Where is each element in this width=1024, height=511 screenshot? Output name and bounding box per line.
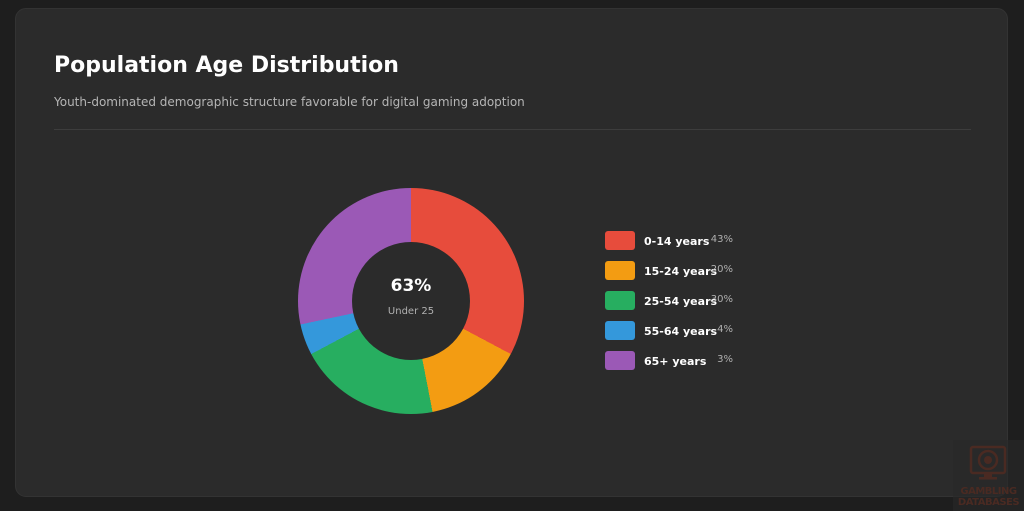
chart-title: Population Age Distribution <box>54 53 399 78</box>
legend-value: 30% <box>710 294 733 305</box>
legend-value: 3% <box>717 354 733 365</box>
legend-swatch <box>605 291 635 310</box>
header-divider <box>54 129 971 130</box>
legend-value: 20% <box>710 264 733 275</box>
legend-item-25-54: 25-54 years 30% <box>605 291 805 321</box>
legend-label: 55-64 years <box>644 325 718 338</box>
legend-swatch <box>605 231 635 250</box>
center-value: 63% <box>390 276 432 296</box>
legend-value: 43% <box>710 234 733 245</box>
chart-subtitle: Youth-dominated demographic structure fa… <box>54 95 525 109</box>
legend-label: 0-14 years <box>644 235 710 248</box>
legend-label: 25-54 years <box>644 295 718 308</box>
watermark-text: GAMBLING DATABASES <box>953 486 1024 508</box>
legend-label: 15-24 years <box>644 265 718 278</box>
monitor-chip-icon <box>969 445 1007 480</box>
legend-item-0-14: 0-14 years 43% <box>605 231 805 261</box>
legend-item-65-plus: 65+ years 3% <box>605 351 805 381</box>
legend-item-55-64: 55-64 years 4% <box>605 321 805 351</box>
legend-label: 65+ years <box>644 355 707 368</box>
legend-swatch <box>605 321 635 340</box>
watermark-line2: DATABASES <box>957 497 1020 508</box>
center-label: Under 25 <box>387 306 435 317</box>
legend-item-15-24: 15-24 years 20% <box>605 261 805 291</box>
legend-swatch <box>605 351 635 370</box>
chart-legend: 0-14 years 43% 15-24 years 20% 25-54 yea… <box>605 231 805 381</box>
donut-center: 63% Under 25 <box>352 242 470 360</box>
legend-value: 4% <box>717 324 733 335</box>
donut-chart: 63% Under 25 <box>298 188 524 414</box>
watermark: GAMBLING DATABASES <box>953 440 1024 511</box>
watermark-line1: GAMBLING <box>960 486 1017 497</box>
legend-swatch <box>605 261 635 280</box>
